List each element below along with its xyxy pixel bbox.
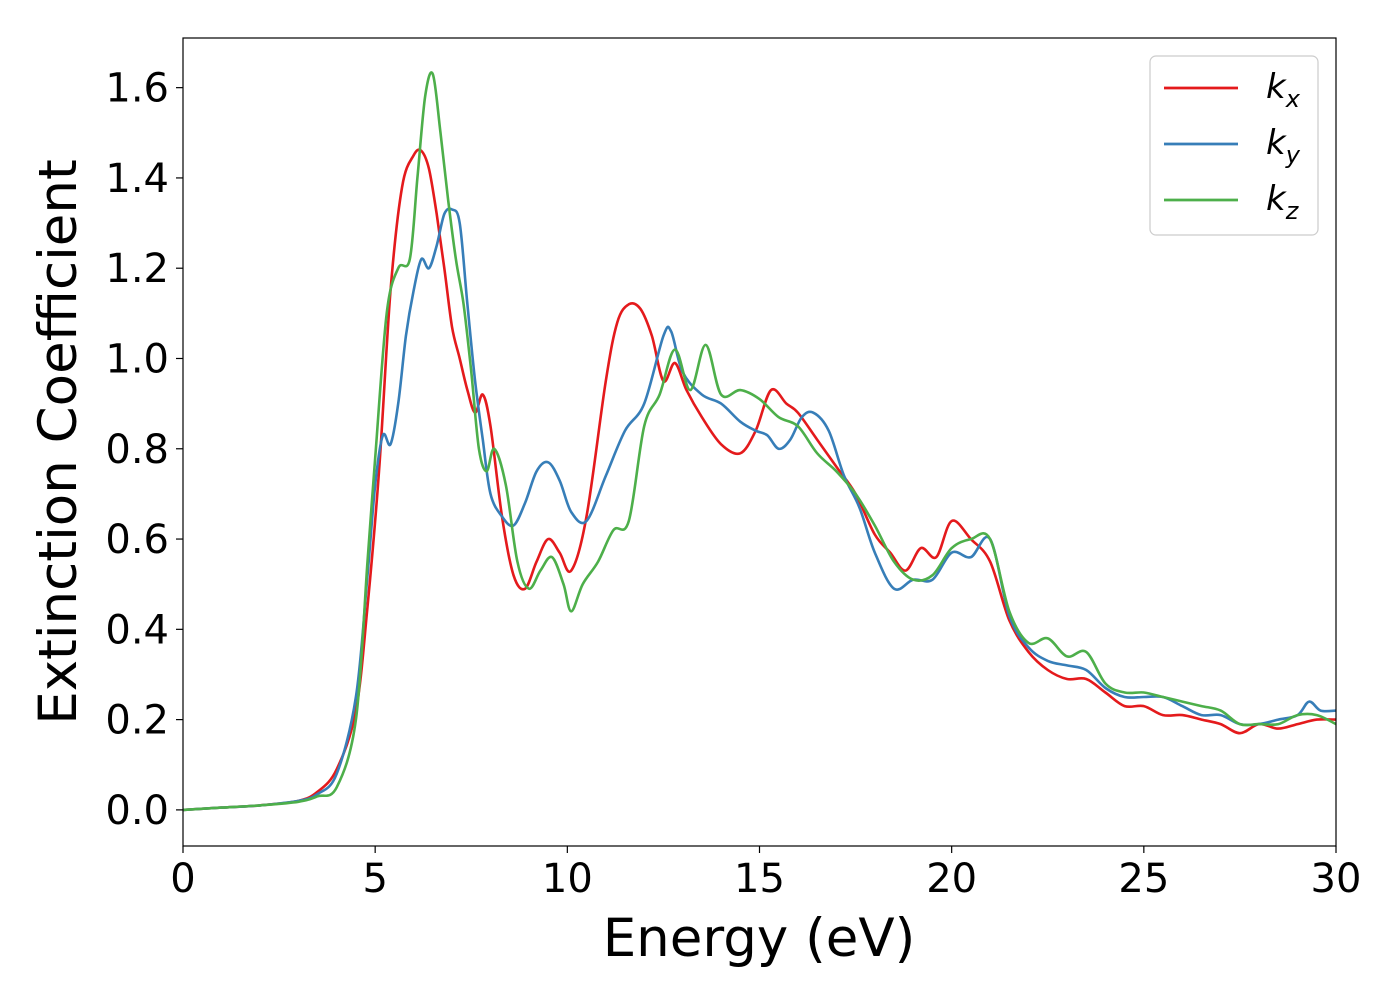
x-axis-ticks: 0 5 10 15 20 25 30 [170,846,1361,902]
legend-box [1149,55,1319,236]
y-tick-label: 1.6 [105,66,169,112]
y-tick-label: 1.0 [105,336,169,382]
x-tick-label: 30 [1311,856,1362,902]
legend-label-y: ky [1266,123,1301,169]
y-tick-label: 0.2 [105,698,169,744]
x-tick-label: 25 [1118,856,1169,902]
x-tick-label: 15 [734,856,785,902]
series-line-z [182,71,1337,812]
x-tick-label: 10 [542,856,593,902]
series-layer [182,71,1337,812]
x-tick-label: 5 [362,856,387,902]
y-tick-label: 1.2 [105,246,169,292]
series-line-x [182,148,1337,812]
legend-label-z: kz [1266,179,1300,225]
y-tick-label: 0.8 [105,427,169,473]
y-tick-label: 1.4 [105,156,169,202]
y-axis-title: Extinction Coefficient [28,159,89,725]
x-tick-label: 20 [926,856,977,902]
x-tick-label: 0 [170,856,195,902]
x-axis-title: Energy (eV) [603,908,916,969]
legend-label-x: kx [1266,67,1301,113]
y-tick-label: 0.0 [105,788,169,834]
y-tick-label: 0.4 [105,607,169,653]
y-tick-label: 0.6 [105,517,169,563]
y-axis-ticks: 0.0 0.2 0.4 0.6 0.8 1.0 1.2 1.4 1.6 [105,66,183,834]
legend: kx ky kz [1149,55,1319,236]
